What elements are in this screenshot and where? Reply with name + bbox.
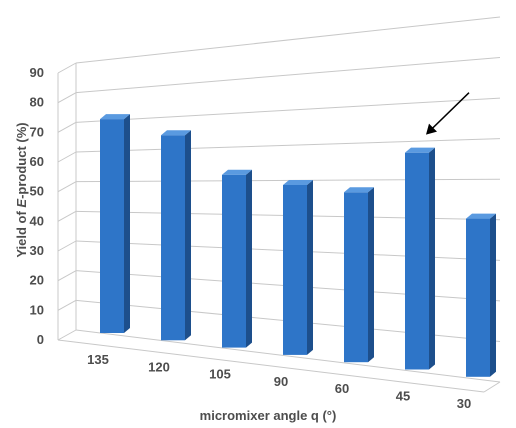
gridline <box>75 97 501 123</box>
bar <box>344 192 368 363</box>
bar-side <box>246 169 252 348</box>
y-tick-label: 80 <box>30 95 44 110</box>
gridline <box>57 62 77 74</box>
y-axis-title-italic: E <box>14 199 29 208</box>
gridline <box>57 270 77 282</box>
axis-line <box>57 339 485 393</box>
bar-side <box>429 147 435 370</box>
bars <box>100 114 496 377</box>
gridline <box>57 92 77 104</box>
gridline <box>75 16 501 64</box>
gridline <box>57 151 77 163</box>
bar <box>161 135 185 341</box>
bar-top <box>222 169 252 175</box>
x-tick-label: 120 <box>148 359 170 374</box>
gridline <box>57 329 77 341</box>
x-tick-label: 135 <box>87 352 109 367</box>
bar-top <box>161 130 191 136</box>
arrow-shaft <box>430 92 470 131</box>
bar-top <box>344 187 374 193</box>
x-tick-label: 105 <box>209 367 231 382</box>
y-tick-label: 10 <box>30 302 44 317</box>
x-tick-label: 60 <box>335 381 349 396</box>
gridline <box>75 57 501 94</box>
bar-top <box>100 114 130 120</box>
bar-top <box>283 179 313 185</box>
bar <box>466 218 490 377</box>
y-tick-label: 50 <box>30 184 44 199</box>
bar <box>100 119 124 333</box>
bar-side <box>185 130 191 341</box>
axis-line <box>483 381 501 393</box>
gridline <box>75 329 501 383</box>
y-axis-title: Yield of E-product (%) <box>14 122 29 257</box>
x-tick-label: 45 <box>396 389 410 404</box>
bar-side <box>124 114 130 333</box>
arrow-head <box>426 123 437 135</box>
y-tick-label: 70 <box>30 124 44 139</box>
y-tick-label: 90 <box>30 65 44 80</box>
bar-top <box>466 213 496 219</box>
x-axis-title: micromixer angle q (°) <box>200 408 337 423</box>
gridline <box>57 181 77 193</box>
bar-side <box>307 179 313 355</box>
highlight-arrow <box>426 92 470 135</box>
bar-side <box>490 213 496 377</box>
bar <box>405 152 429 370</box>
y-tick-labels: 0 10 20 30 40 50 60 70 80 90 <box>30 65 44 347</box>
gridline <box>75 138 501 153</box>
bar-side <box>368 187 374 363</box>
y-axis-title-suffix: -product (%) <box>14 122 29 199</box>
x-tick-label: 90 <box>274 374 288 389</box>
gridline <box>57 240 77 252</box>
gridline <box>57 299 77 311</box>
bar <box>222 174 246 348</box>
y-tick-label: 40 <box>30 213 44 228</box>
y-tick-label: 30 <box>30 243 44 258</box>
y-axis-title-prefix: Yield of <box>14 208 29 258</box>
x-tick-labels: 135 120 105 90 60 45 30 <box>87 352 471 411</box>
bar-top <box>405 147 435 153</box>
gridline <box>57 210 77 222</box>
y-tick-label: 60 <box>30 154 44 169</box>
y-tick-label: 20 <box>30 273 44 288</box>
bar <box>283 184 307 355</box>
x-tick-label: 30 <box>457 396 471 411</box>
gridline <box>57 121 77 133</box>
y-tick-label: 0 <box>37 332 44 347</box>
